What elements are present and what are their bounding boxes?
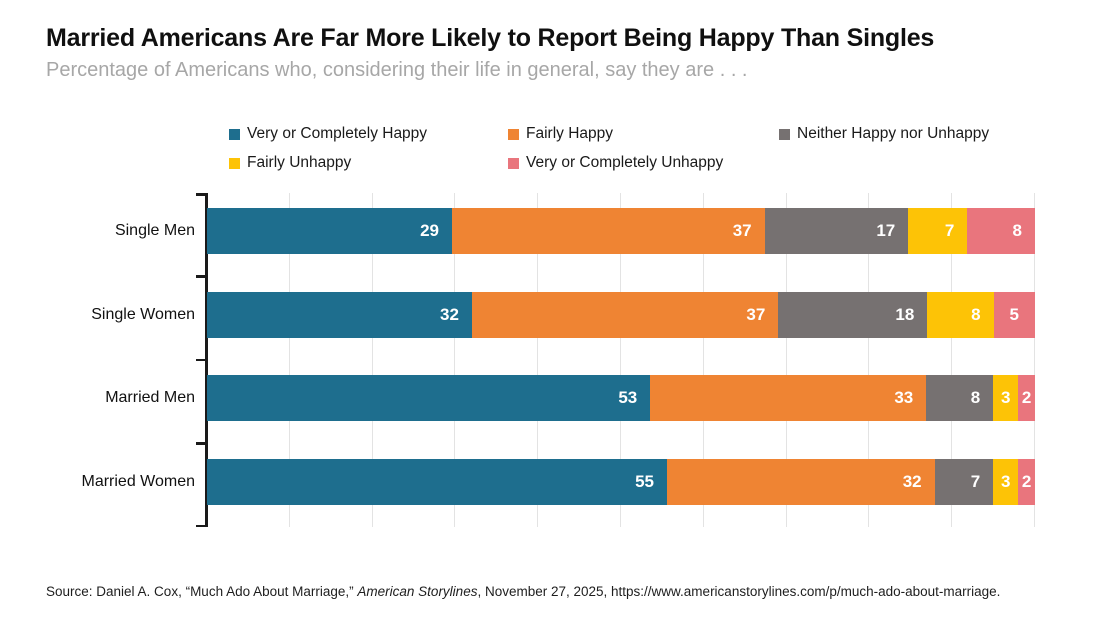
plot-area: 29 37 17 7 8 32 37 18 8 5 53 33 8 3 2 55 32 7 3 2: [207, 193, 1035, 527]
source-publication: American Storylines: [357, 584, 478, 599]
bar-segment: 29: [207, 208, 453, 254]
bar-segment: 8: [967, 208, 1035, 254]
gridline: [868, 193, 870, 527]
source-suffix: , November 27, 2025, https://www.america…: [477, 584, 1001, 599]
legend-label: Neither Happy nor Unhappy: [797, 125, 990, 142]
bar-segment: 8: [926, 375, 994, 421]
bar-row: 32 37 18 8 5: [207, 291, 1035, 338]
bar-segment: 32: [667, 458, 935, 505]
bar-value-label: 33: [894, 388, 914, 407]
axis-tick: [196, 193, 206, 196]
bar-segment: 55: [207, 458, 667, 505]
bar-value-label: 3: [1000, 388, 1011, 407]
bar-segment: 53: [207, 375, 651, 421]
legend-item: Very or Completely Unhappy: [508, 154, 779, 172]
bar-segment: 37: [471, 291, 779, 338]
legend-swatch-icon: [229, 158, 240, 169]
bar-segment: 7: [908, 208, 968, 254]
bar-value-label: 2: [1021, 388, 1032, 407]
legend-item: Fairly Unhappy: [229, 154, 508, 172]
bar-value-label: 29: [420, 221, 440, 240]
bar-segment: 5: [993, 291, 1035, 338]
chart-subtitle: Percentage of Americans who, considering…: [46, 59, 748, 81]
bar-value-label: 32: [902, 471, 922, 491]
legend-swatch-icon: [779, 129, 790, 140]
gridline: [288, 193, 290, 527]
legend-swatch-icon: [229, 129, 240, 140]
source-note: Source: Daniel A. Cox, “Much Ado About M…: [46, 584, 1000, 599]
legend-swatch-icon: [508, 129, 519, 140]
axis-tick: [196, 442, 206, 445]
bar-value-label: 8: [970, 388, 981, 407]
category-label: Single Men: [114, 222, 195, 239]
gridline: [454, 193, 456, 527]
legend-label: Very or Completely Happy: [247, 125, 428, 142]
bar-value-label: 7: [970, 471, 981, 491]
bar-value-label: 18: [895, 304, 915, 324]
bar-value-label: 2: [1021, 471, 1032, 491]
gridline: [1034, 193, 1035, 527]
bar-segment: 3: [993, 375, 1019, 421]
bar-segment: 18: [778, 291, 928, 338]
bar-segment: 37: [452, 208, 765, 254]
legend-label: Very or Completely Unhappy: [526, 154, 724, 171]
bar-segment: 8: [927, 291, 994, 338]
bar-segment: 3: [993, 458, 1019, 505]
bar-segment: 2: [1018, 375, 1035, 421]
legend: Very or Completely Happy Fairly Happy Neit…: [229, 125, 989, 172]
bar-value-label: 53: [618, 388, 638, 407]
category-label: Single Women: [91, 305, 195, 323]
bar-row: 55 32 7 3 2: [207, 458, 1035, 505]
legend-item: Neither Happy nor Unhappy: [779, 125, 989, 143]
legend-swatch-icon: [508, 158, 519, 169]
gridline: [951, 193, 953, 527]
gridline: [371, 193, 373, 527]
y-axis-line: [205, 193, 208, 527]
bar-value-label: 37: [746, 304, 766, 324]
bar-value-label: 3: [1000, 471, 1011, 491]
bar-value-label: 7: [944, 221, 955, 240]
legend-item: Fairly Happy: [508, 125, 779, 143]
gridline: [785, 193, 787, 527]
bar-segment: 17: [764, 208, 909, 254]
legend-label: Fairly Happy: [526, 125, 613, 142]
bar-segment: 33: [650, 375, 927, 421]
bar-segment: 2: [1018, 458, 1035, 505]
category-label: Married Women: [81, 472, 195, 490]
bar-value-label: 8: [1012, 221, 1022, 240]
axis-tick: [196, 524, 206, 527]
bar-value-label: 37: [732, 221, 752, 240]
gridline: [702, 193, 704, 527]
gridline: [537, 193, 539, 527]
bar-row: 29 37 17 7 8: [207, 208, 1035, 254]
bar-value-label: 17: [876, 221, 896, 240]
bar-value-label: 5: [1009, 304, 1019, 324]
axis-tick: [196, 275, 206, 278]
bar-row: 53 33 8 3 2: [207, 375, 1035, 421]
category-label: Married Men: [105, 389, 195, 406]
bar-value-label: 8: [971, 304, 981, 324]
legend-item: Very or Completely Happy: [229, 125, 508, 143]
axis-tick: [196, 358, 206, 362]
gridline: [620, 193, 621, 527]
chart-title: Married Americans Are Far More Likely to…: [46, 24, 935, 52]
legend-label: Fairly Unhappy: [247, 154, 352, 171]
source-prefix: Source: Daniel A. Cox, “Much Ado About M…: [46, 584, 358, 599]
bar-value-label: 55: [635, 471, 654, 491]
bar-value-label: 32: [440, 304, 459, 324]
bar-segment: 7: [934, 458, 994, 505]
bar-segment: 32: [207, 291, 472, 338]
